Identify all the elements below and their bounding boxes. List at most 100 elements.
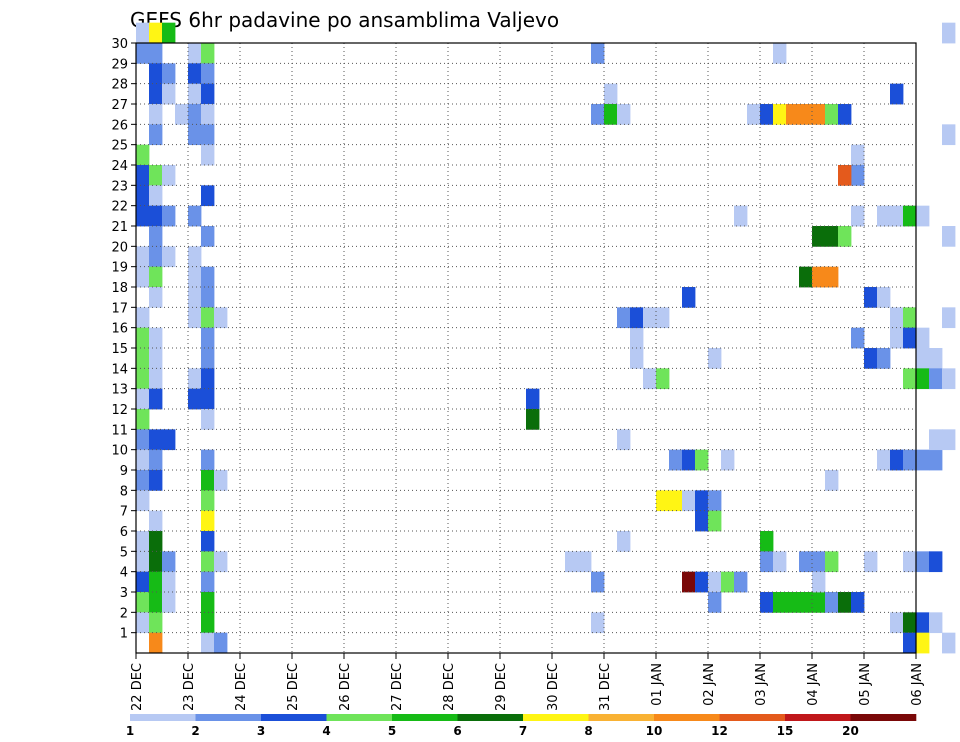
colorbar-label: 1 [126,724,134,738]
heat-cell [903,612,917,634]
heat-cell [643,307,657,329]
heat-cell [188,368,202,390]
y-tick-label: 9 [120,464,128,479]
heat-cell [786,592,800,613]
heat-cell [149,429,163,451]
heat-cell [890,205,904,227]
heat-cell [942,632,956,654]
heat-cell [136,490,150,512]
heat-cell [201,226,215,247]
y-tick-label: 3 [120,586,128,601]
x-tick-label: 05 JAN [858,663,873,706]
colorbar-label: 10 [646,724,663,738]
x-tick-label: 22 DEC [130,663,145,711]
heat-cell [695,510,709,532]
colorbar-swatch [457,714,524,721]
heat-cell [630,327,644,349]
y-tick-label: 25 [111,139,128,154]
heat-cell [136,592,150,613]
heat-cell [799,266,813,288]
heat-cell [149,246,163,268]
heat-cell [201,592,215,613]
heat-cell [162,165,176,186]
colorbar-label: 8 [584,724,592,738]
heat-cell [214,632,228,654]
heat-cell [877,348,891,369]
heat-cell [162,22,176,44]
heat-cell [643,368,657,390]
heat-cell [201,551,215,573]
heat-cell [578,551,592,573]
heat-cell [149,22,163,44]
heat-cell [916,612,930,634]
heat-cell [916,368,930,390]
x-tick-label: 03 JAN [754,663,769,706]
heat-cell [825,592,839,613]
heat-cell [162,246,176,268]
heat-cell [149,571,163,593]
heat-cell [656,490,670,512]
heat-cell [929,429,943,451]
heat-cell [136,368,150,390]
heat-cell [890,307,904,329]
heat-cell [188,43,202,64]
heat-cell [708,592,722,613]
heat-cell [812,551,826,573]
heat-cell [188,124,202,146]
y-tick-label: 11 [111,423,128,438]
colorbar-swatch [654,714,720,721]
heat-cell [929,348,943,369]
heat-cell [591,571,605,593]
y-tick-label: 13 [111,383,128,398]
heat-cell [149,388,163,410]
heat-cell [149,43,163,64]
y-tick-label: 6 [120,525,128,540]
x-tick-label: 26 DEC [338,663,353,711]
heat-cell [188,307,202,329]
heat-cell [149,226,163,247]
y-tick-label: 26 [111,118,128,133]
heat-cell [201,571,215,593]
heat-cell [604,83,618,105]
heat-cell [201,409,215,430]
colorbar-label: 5 [388,724,396,738]
heat-cell [149,205,163,227]
heat-cell [591,612,605,634]
x-tick-label: 02 JAN [702,663,717,706]
heat-cell [851,205,865,227]
heat-cell [201,104,215,125]
heat-cell [929,612,943,634]
heat-cell [903,632,917,654]
heat-cell [162,429,176,451]
heat-cell [864,287,878,308]
heat-cell [812,592,826,613]
heat-cell [695,571,709,593]
x-tick-label: 27 DEC [390,663,405,711]
heat-cell [149,510,163,532]
heat-cell [149,124,163,146]
y-tick-label: 22 [111,200,128,215]
heat-cell [942,226,956,247]
heat-cell [760,104,774,125]
heat-cell [916,348,930,369]
heat-cell [890,449,904,471]
colorbar-swatch [588,714,655,721]
axes-layer: 1234567891011121314151617181920212223242… [111,37,925,711]
heat-cell [149,368,163,390]
heat-cell [617,307,631,329]
heat-cell [136,348,150,369]
heat-cell [149,612,163,634]
heat-cell [188,205,202,227]
heat-cell [916,449,930,471]
heat-cell [214,307,228,329]
y-tick-label: 8 [120,484,128,499]
y-tick-label: 2 [120,606,128,621]
heat-cell [682,449,696,471]
heat-cell [682,571,696,593]
heat-cell [201,124,215,146]
heat-cell [942,307,956,329]
heat-cell [136,205,150,227]
heat-cell [201,63,215,85]
heat-cell [838,226,852,247]
y-tick-label: 14 [111,362,128,377]
